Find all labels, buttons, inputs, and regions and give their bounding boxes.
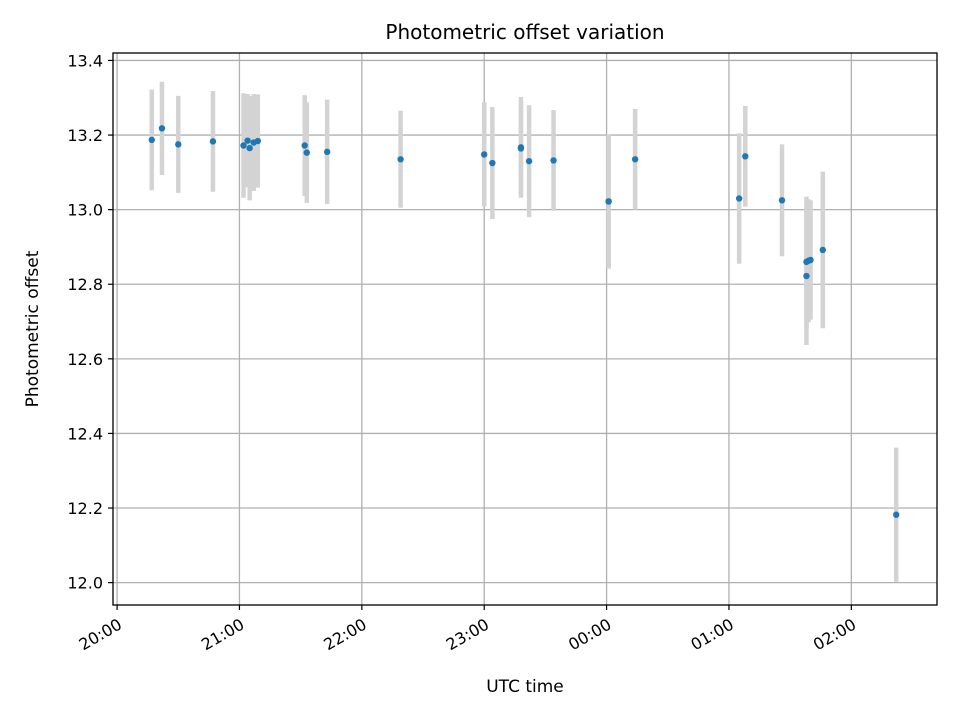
data-point bbox=[778, 197, 786, 204]
data-point bbox=[803, 272, 810, 280]
y-tick-label: 12.4 bbox=[67, 424, 103, 443]
data-point bbox=[481, 151, 488, 158]
y-tick-label: 12.2 bbox=[67, 499, 103, 518]
data-point bbox=[303, 149, 310, 156]
data-point bbox=[517, 145, 525, 152]
data-point bbox=[323, 148, 331, 156]
data-point bbox=[158, 125, 166, 132]
y-tick-label: 13.0 bbox=[67, 201, 103, 220]
y-axis-label: Photometric offset bbox=[23, 250, 43, 407]
data-point bbox=[209, 138, 217, 145]
data-point bbox=[301, 142, 308, 149]
data-point bbox=[550, 157, 557, 164]
data-point bbox=[254, 137, 262, 145]
data-point bbox=[605, 198, 612, 205]
y-tick-label: 13.2 bbox=[67, 126, 103, 145]
data-point bbox=[735, 195, 743, 202]
y-tick-label: 12.6 bbox=[67, 350, 103, 369]
grid bbox=[113, 53, 937, 605]
data-points bbox=[148, 125, 900, 518]
data-point bbox=[807, 256, 814, 264]
data-point bbox=[397, 156, 404, 163]
plot-frame bbox=[112, 52, 938, 606]
chart-title: Photometric offset variation bbox=[385, 20, 664, 44]
data-point bbox=[489, 159, 496, 167]
data-point bbox=[240, 142, 247, 149]
y-tick-label: 12.0 bbox=[67, 574, 103, 593]
y-tick-label: 12.8 bbox=[67, 275, 103, 294]
data-point bbox=[175, 141, 182, 148]
data-point bbox=[819, 246, 826, 254]
data-point bbox=[631, 156, 639, 163]
data-point bbox=[244, 137, 251, 144]
data-point bbox=[742, 153, 749, 160]
y-axis-ticks: 12.0 12.2 12.4 12.6 12.8 13.0 13.2 13.4 bbox=[67, 51, 113, 593]
data-point bbox=[525, 157, 533, 165]
data-point bbox=[148, 136, 155, 144]
data-point bbox=[893, 511, 900, 518]
y-tick-label: 13.4 bbox=[67, 51, 103, 70]
x-axis-label: UTC time bbox=[486, 677, 564, 697]
data-point bbox=[246, 144, 253, 152]
